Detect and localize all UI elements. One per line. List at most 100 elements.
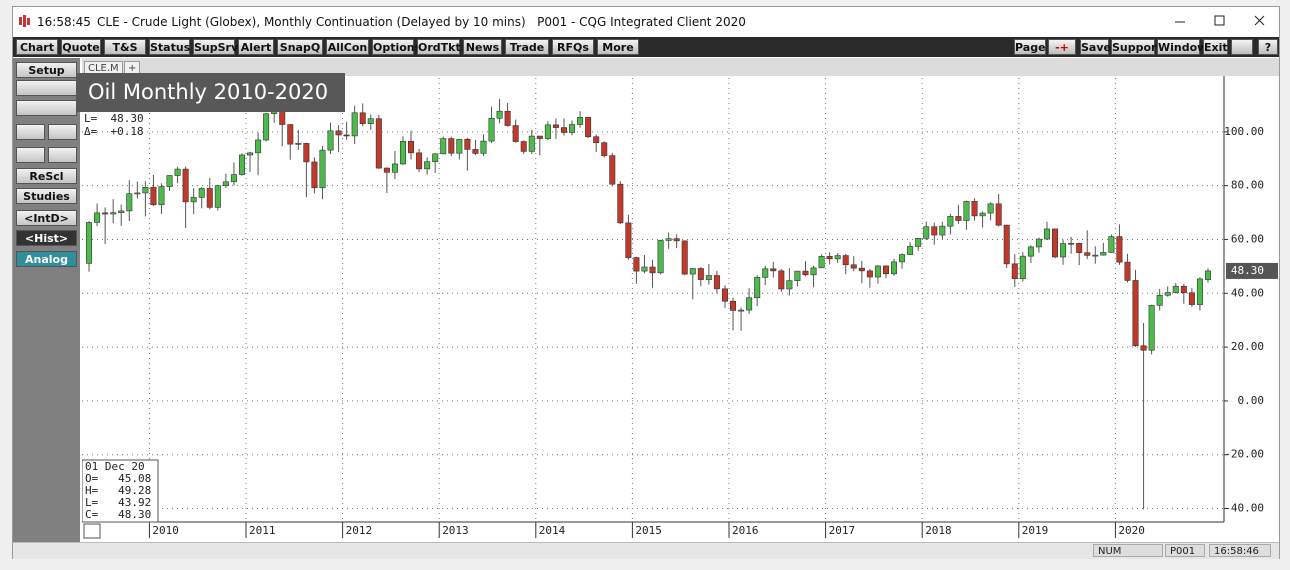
candle-body bbox=[142, 187, 149, 194]
candle-body bbox=[488, 117, 495, 142]
y-tick-label: 60.00 bbox=[1231, 232, 1264, 245]
toolbar-button[interactable]: T&S bbox=[104, 39, 146, 55]
candle-body bbox=[665, 238, 672, 241]
icon-button[interactable] bbox=[16, 100, 77, 116]
candle-body bbox=[222, 181, 229, 187]
overlay-title: Oil Monthly 2010-2020 bbox=[76, 73, 345, 112]
candle-body bbox=[102, 212, 109, 215]
candle-body bbox=[118, 210, 125, 213]
toolbar-button[interactable]: OrdTkt bbox=[417, 39, 461, 55]
y-tick-label: 80.00 bbox=[1231, 179, 1264, 192]
toolbar-button[interactable]: Trade bbox=[505, 39, 549, 55]
candle-body bbox=[866, 270, 873, 278]
candle-body bbox=[1164, 292, 1171, 296]
candle-body bbox=[456, 138, 463, 154]
toolbar-button[interactable]: Exit bbox=[1203, 39, 1228, 55]
candle-body bbox=[399, 141, 406, 165]
candle-body bbox=[206, 188, 213, 208]
sidebar-button[interactable]: <IntD> bbox=[16, 210, 77, 226]
toolbar-button[interactable]: Support bbox=[1111, 39, 1162, 55]
candle-body bbox=[1196, 278, 1203, 305]
icon-button[interactable] bbox=[16, 124, 45, 140]
toolbar-button[interactable]: News bbox=[463, 39, 502, 55]
sidebar-button[interactable]: Studies bbox=[16, 188, 77, 204]
candle-body bbox=[907, 246, 914, 255]
candle-body bbox=[424, 161, 431, 170]
candle-body bbox=[625, 222, 632, 258]
candle-body bbox=[408, 141, 415, 154]
toolbar-button[interactable]: ? bbox=[1258, 39, 1278, 55]
candle-body bbox=[94, 212, 101, 223]
sidebar-button[interactable]: Analog bbox=[16, 251, 77, 267]
candle-body bbox=[842, 255, 849, 266]
candle-body bbox=[850, 264, 857, 269]
info-line: O= 45.08 bbox=[85, 472, 151, 485]
candle-body bbox=[351, 112, 358, 137]
toolbar-button[interactable]: AllCon bbox=[326, 39, 369, 55]
candle-body bbox=[472, 149, 479, 154]
candle-body bbox=[891, 261, 898, 275]
candle-body bbox=[1172, 285, 1179, 293]
toolbar-button[interactable]: Page bbox=[1014, 39, 1046, 55]
sidebar-button[interactable]: Setup bbox=[16, 62, 77, 78]
toolbar-button[interactable]: Quote bbox=[61, 39, 101, 55]
toolbar: Chart Quote T&S Status SupSrv Alert SnapQ AllCo… bbox=[13, 37, 1279, 57]
candle-body bbox=[826, 256, 833, 260]
candle-body bbox=[923, 226, 930, 239]
candle-body bbox=[593, 136, 600, 143]
candle-body bbox=[255, 139, 262, 154]
x-tick-label: 2018 bbox=[925, 524, 952, 537]
toolbar-button[interactable]: SnapQ bbox=[277, 39, 323, 55]
candle-body bbox=[971, 201, 978, 217]
sidebar-button[interactable]: ReScl bbox=[16, 168, 77, 184]
sidebar-button[interactable]: <Hist> bbox=[16, 230, 77, 246]
candle-body bbox=[730, 300, 737, 311]
candle-body bbox=[1148, 305, 1155, 351]
candle-body bbox=[794, 270, 801, 281]
icon-button[interactable] bbox=[16, 147, 45, 163]
candle-body bbox=[939, 225, 946, 236]
info-line: H= 49.28 bbox=[85, 484, 151, 497]
candle-body bbox=[1035, 238, 1042, 248]
candle-body bbox=[158, 186, 165, 206]
icon-button[interactable] bbox=[48, 147, 77, 163]
candle-body bbox=[311, 161, 318, 189]
candle-body bbox=[1100, 252, 1107, 256]
toolbar-button[interactable]: Status bbox=[149, 39, 191, 55]
candle-body bbox=[1084, 252, 1091, 256]
candle-body bbox=[617, 183, 624, 224]
candle-body bbox=[641, 266, 648, 272]
icon-button[interactable] bbox=[16, 80, 77, 96]
candle-body bbox=[995, 203, 1002, 226]
y-tick-label: -40.00 bbox=[1224, 502, 1264, 515]
restore-button[interactable] bbox=[1231, 39, 1253, 55]
candle-body bbox=[1132, 280, 1139, 347]
candle-body bbox=[802, 270, 809, 276]
candle-body bbox=[713, 275, 720, 290]
candle-body bbox=[359, 112, 366, 124]
toolbar-button[interactable]: Save bbox=[1080, 39, 1111, 55]
candle-body bbox=[657, 240, 664, 274]
info-line: C= 48.30 bbox=[85, 508, 151, 521]
toolbar-button[interactable]: RFQs bbox=[552, 39, 594, 55]
x-tick-label: 2014 bbox=[539, 524, 566, 537]
info-line: 01 Dec 20 bbox=[85, 460, 145, 473]
candle-body bbox=[520, 141, 527, 152]
toolbar-button[interactable]: SupSrv bbox=[193, 39, 239, 55]
toolbar-button[interactable]: Chart bbox=[16, 39, 58, 55]
window-controls[interactable] bbox=[1163, 11, 1273, 31]
toolbar-button[interactable]: -+ bbox=[1048, 39, 1076, 55]
candle-body bbox=[263, 113, 270, 141]
icon-button[interactable] bbox=[48, 124, 77, 140]
candle-body bbox=[778, 270, 785, 290]
candle-body bbox=[601, 142, 608, 156]
toolbar-button[interactable]: Alert bbox=[238, 39, 274, 55]
last-price-box bbox=[1226, 262, 1278, 279]
candle-body bbox=[882, 265, 889, 275]
toolbar-button[interactable]: Options bbox=[372, 39, 422, 55]
candle-body bbox=[1003, 224, 1010, 265]
toolbar-button[interactable]: Window bbox=[1157, 39, 1208, 55]
candle-body bbox=[577, 117, 584, 125]
toolbar-button[interactable]: More bbox=[597, 39, 639, 55]
candle-body bbox=[552, 124, 559, 128]
